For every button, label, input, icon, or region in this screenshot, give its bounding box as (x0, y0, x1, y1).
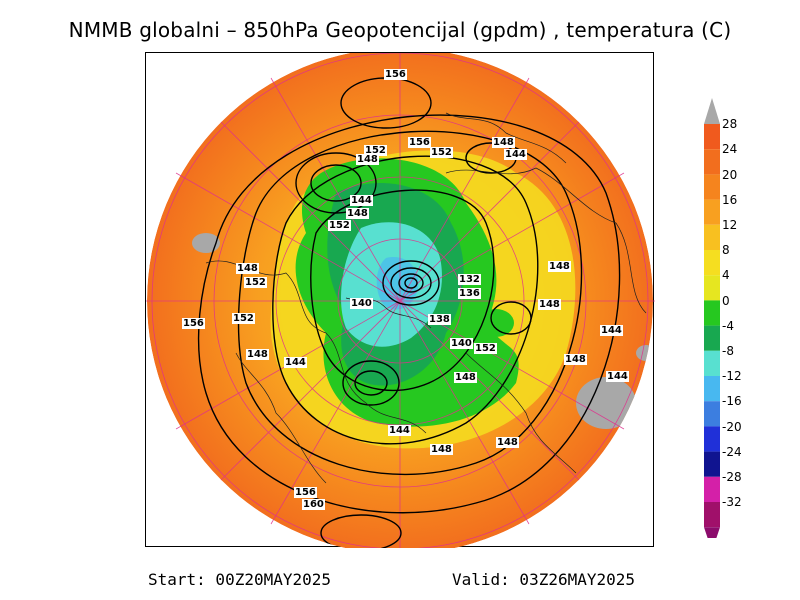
isoline-label: 144 (350, 195, 373, 206)
legend-tick-label: 12 (722, 218, 738, 232)
isoline-label: 156 (384, 69, 407, 80)
legend-swatch (704, 149, 720, 175)
isoline-label: 138 (428, 314, 451, 325)
legend-swatch (704, 502, 720, 528)
map-panel: 156 152 148 156 152 148 144 144 148 152 … (145, 52, 655, 548)
polar-map (146, 53, 655, 548)
legend-tick-label: -32 (722, 495, 742, 510)
legend-overflow-high (704, 98, 720, 124)
legend-tick-label: 20 (722, 167, 738, 182)
forecast-valid: Valid: 03Z26MAY2025 (452, 570, 636, 589)
legend-tick-label: -28 (722, 470, 742, 484)
legend-tick-label: 16 (722, 192, 738, 207)
legend-swatch (704, 250, 720, 276)
isoline-label: 144 (504, 149, 527, 160)
isoline-label: 148 (356, 154, 379, 165)
legend-swatch (704, 401, 720, 427)
legend-tick-label: -24 (722, 444, 742, 459)
legend-swatch (704, 476, 720, 502)
isoline-label: 148 (346, 208, 369, 219)
legend-swatch (704, 350, 720, 376)
isoline-label: 148 (430, 444, 453, 455)
legend-color-bar (704, 98, 720, 538)
legend-swatch (704, 199, 720, 225)
legend-swatch (704, 325, 720, 351)
legend-swatch (704, 275, 720, 301)
coastlines (205, 112, 647, 484)
isoline-label: 148 (564, 354, 587, 365)
legend-tick-label: 0 (722, 293, 730, 308)
isoline-label: 148 (538, 299, 561, 310)
isoline-label: 144 (606, 371, 629, 382)
isoline-label: 148 (454, 372, 477, 383)
legend-tick-label: 28 (722, 117, 738, 132)
isoline-label: 156 (182, 318, 205, 329)
legend-swatch (704, 426, 720, 452)
isoline-label: 152 (232, 313, 255, 324)
legend-tick-label: -12 (722, 369, 742, 384)
legend-swatch (704, 376, 720, 402)
legend-swatch (704, 300, 720, 326)
isoline-label: 148 (496, 437, 519, 448)
isoline-label: 136 (458, 288, 481, 299)
legend-tick-label: -8 (722, 344, 734, 358)
forecast-start: Start: 00Z20MAY2025 (148, 570, 332, 589)
isoline-label: 152 (244, 277, 267, 288)
legend-swatch (704, 124, 720, 150)
legend-tick-label: 4 (722, 268, 730, 283)
isoline-label: 152 (430, 147, 453, 158)
graticule (146, 53, 655, 548)
isoline-label: 144 (600, 325, 623, 336)
isoline-label: 148 (236, 263, 259, 274)
isoline-label: 144 (284, 357, 307, 368)
temperature-legend: 28 24 20 16 12 8 4 0 -4 -8 -12 -16 -20 -24 -28 -32 (700, 98, 790, 538)
legend-swatch (704, 174, 720, 200)
legend-tick-label: 8 (722, 243, 730, 258)
isoline-label: 140 (450, 338, 473, 349)
isoline-label: 148 (246, 349, 269, 360)
isoline-label: 156 (408, 137, 431, 148)
legend-overflow-low (704, 527, 720, 538)
isoline-label: 148 (492, 137, 515, 148)
isoline-label: 148 (548, 261, 571, 272)
legend-swatch (704, 224, 720, 250)
legend-tick-label: 24 (722, 142, 738, 157)
isoline-label: 152 (364, 145, 387, 156)
isoline-label: 152 (328, 220, 351, 231)
legend-tick-label: -20 (722, 419, 742, 434)
isoline-label: 152 (474, 343, 497, 354)
map-title: NMMB globalni – 850hPa Geopotencijal (gp… (68, 18, 732, 42)
isoline-label: 160 (302, 499, 325, 510)
isoline-label: 132 (458, 274, 481, 285)
isoline-label: 156 (294, 487, 317, 498)
isoline-label: 144 (388, 425, 411, 436)
legend-swatch (704, 451, 720, 477)
isoline-label: 140 (350, 298, 373, 309)
legend-tick-label: -4 (722, 318, 734, 333)
legend-tick-label: -16 (722, 394, 742, 409)
